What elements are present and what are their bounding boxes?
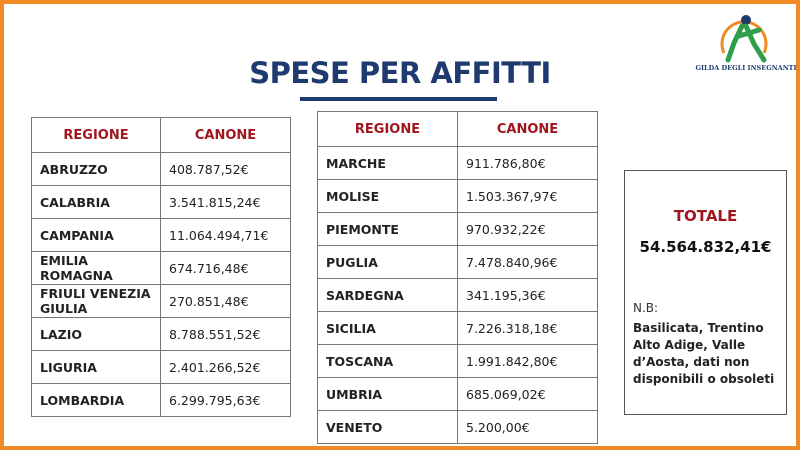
header-cell: REGIONE [317, 111, 458, 147]
row: PIEMONTE 970.932,22€ [317, 212, 598, 246]
row: LIGURIA 2.401.266,52€ [31, 350, 291, 384]
amount-cell: 911.786,80€ [457, 146, 598, 180]
row: MARCHE 911.786,80€ [317, 146, 598, 180]
amount-cell: 270.851,48€ [160, 284, 291, 318]
row: SARDEGNA 341.195,36€ [317, 278, 598, 312]
row: ABRUZZO 408.787,52€ [31, 152, 291, 186]
region-cell: LAZIO [31, 317, 161, 351]
amount-cell: 11.064.494,71€ [160, 218, 291, 252]
region-cell: PIEMONTE [317, 212, 458, 246]
header-row: REGIONE CANONE [31, 117, 291, 153]
amount-cell: 7.226.318,18€ [457, 311, 598, 345]
row: LOMBARDIA 6.299.795,63€ [31, 383, 291, 417]
row: CAMPANIA 11.064.494,71€ [31, 218, 291, 252]
region-cell: VENETO [317, 410, 458, 444]
region-cell: ABRUZZO [31, 152, 161, 186]
total-label: TOTALE [673, 207, 738, 225]
note: Basilicata, Trentino Alto Adige, Valle d… [633, 321, 775, 386]
row: FRIULI VENEZIA GIULIA 270.851,48€ [31, 284, 291, 318]
note-label: N.B: [633, 301, 659, 315]
region-cell: SICILIA [317, 311, 458, 345]
row: SICILIA 7.226.318,18€ [317, 311, 598, 345]
amount-cell: 2.401.266,52€ [160, 350, 291, 384]
amount-cell: 341.195,36€ [457, 278, 598, 312]
region-cell: MARCHE [317, 146, 458, 180]
table: REGIONE CANONE MARCHE 911.786,80€ MOLISE 1.50… [317, 111, 598, 444]
row: MOLISE 1.503.367,97€ [317, 179, 598, 213]
region-cell: SARDEGNA [317, 278, 458, 312]
region-cell: UMBRIA [317, 377, 458, 411]
amount-cell: 7.478.840,96€ [457, 245, 598, 279]
row: UMBRIA 685.069,02€ [317, 377, 598, 411]
amount-cell: 685.069,02€ [457, 377, 598, 411]
table: REGIONE CANONE ABRUZZO 408.787,52€ CALABRIA 3… [31, 117, 291, 417]
header-cell: REGIONE [31, 117, 161, 153]
amount-cell: 3.541.815,24€ [160, 185, 291, 219]
header-cell: CANONE [160, 117, 291, 153]
row: LAZIO 8.788.551,52€ [31, 317, 291, 351]
row: EMILIA ROMAGNA 674.716,48€ [31, 251, 291, 285]
amount-cell: 5.200,00€ [457, 410, 598, 444]
amount-cell: 1.991.842,80€ [457, 344, 598, 378]
region-cell: LIGURIA [31, 350, 161, 384]
region-cell: CAMPANIA [31, 218, 161, 252]
amount-cell: 674.716,48€ [160, 251, 291, 285]
row: VENETO 5.200,00€ [317, 410, 598, 444]
region-cell: TOSCANA [317, 344, 458, 378]
region-cell: FRIULI VENEZIA GIULIA [31, 284, 161, 318]
amount-cell: 8.788.551,52€ [160, 317, 291, 351]
row: PUGLIA 7.478.840,96€ [317, 245, 598, 279]
logo-text: GILDA DEGLI INSEGNANTI [695, 64, 797, 72]
region-cell: PUGLIA [317, 245, 458, 279]
logo [720, 15, 768, 63]
title-underline [300, 97, 497, 101]
region-cell: CALABRIA [31, 185, 161, 219]
total-value: 54.564.832,41€ [639, 238, 772, 256]
row: CALABRIA 3.541.815,24€ [31, 185, 291, 219]
amount-cell: 1.503.367,97€ [457, 179, 598, 213]
region-cell: EMILIA ROMAGNA [31, 251, 161, 285]
header-cell: CANONE [457, 111, 598, 147]
amount-cell: 6.299.795,63€ [160, 383, 291, 417]
header-row: REGIONE CANONE [317, 111, 598, 147]
region-cell: LOMBARDIA [31, 383, 161, 417]
title: SPESE PER AFFITTI [249, 56, 551, 90]
amount-cell: 970.932,22€ [457, 212, 598, 246]
region-cell: MOLISE [317, 179, 458, 213]
amount-cell: 408.787,52€ [160, 152, 291, 186]
row: TOSCANA 1.991.842,80€ [317, 344, 598, 378]
total-box: TOTALE 54.564.832,41€ N.B: Basilicata, T… [624, 170, 787, 415]
